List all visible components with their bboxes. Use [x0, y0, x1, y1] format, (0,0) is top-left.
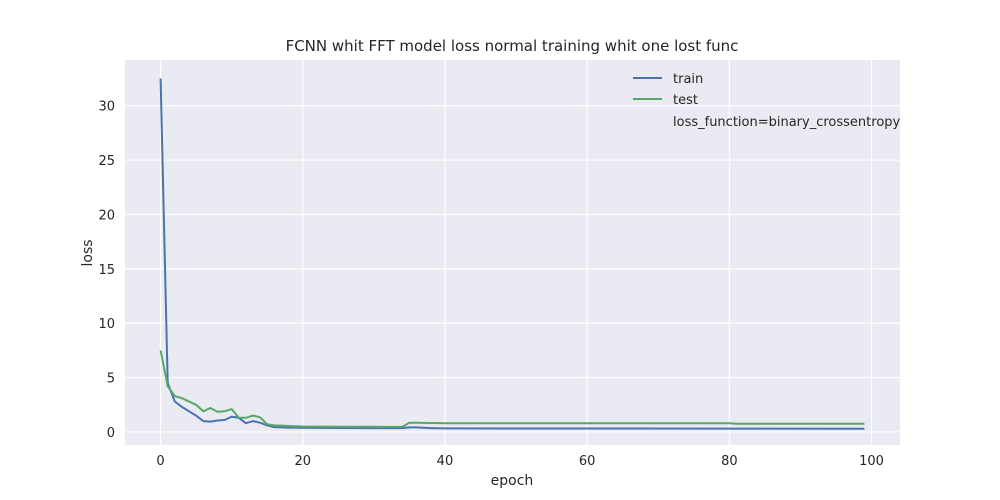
x-tick-label: 40 — [437, 454, 454, 469]
legend-label-test: test — [673, 93, 698, 108]
x-tick-label: 100 — [859, 454, 884, 469]
x-tick-labels: 0 20 40 60 80 100 — [156, 454, 884, 469]
series-lines — [159, 78, 865, 430]
y-axis-label: loss — [80, 239, 96, 266]
legend-label-train: train — [673, 72, 703, 87]
x-tick-label: 0 — [156, 454, 164, 469]
y-tick-label: 5 — [107, 372, 115, 387]
legend-note: loss_function=binary_crossentropy — [673, 115, 901, 130]
x-gridlines — [159, 60, 873, 445]
y-tick-label: 15 — [98, 263, 115, 278]
y-tick-label: 10 — [98, 317, 115, 332]
series-line-train — [159, 78, 865, 430]
x-tick-label: 60 — [579, 454, 596, 469]
plot-background — [125, 60, 900, 445]
y-gridlines — [125, 105, 900, 433]
y-tick-label: 25 — [98, 154, 115, 169]
y-tick-label: 20 — [98, 208, 115, 223]
x-tick-label: 80 — [721, 454, 738, 469]
y-tick-labels: 0 5 10 15 20 25 30 — [98, 100, 115, 441]
x-tick-label: 20 — [294, 454, 311, 469]
x-axis-label: epoch — [491, 473, 534, 489]
series-line-test — [159, 350, 865, 428]
y-tick-label: 0 — [107, 426, 115, 441]
y-tick-label: 30 — [98, 100, 115, 115]
chart-title: FCNN whit FFT model loss normal training… — [286, 37, 739, 55]
legend: train test loss_function=binary_crossent… — [633, 72, 901, 130]
